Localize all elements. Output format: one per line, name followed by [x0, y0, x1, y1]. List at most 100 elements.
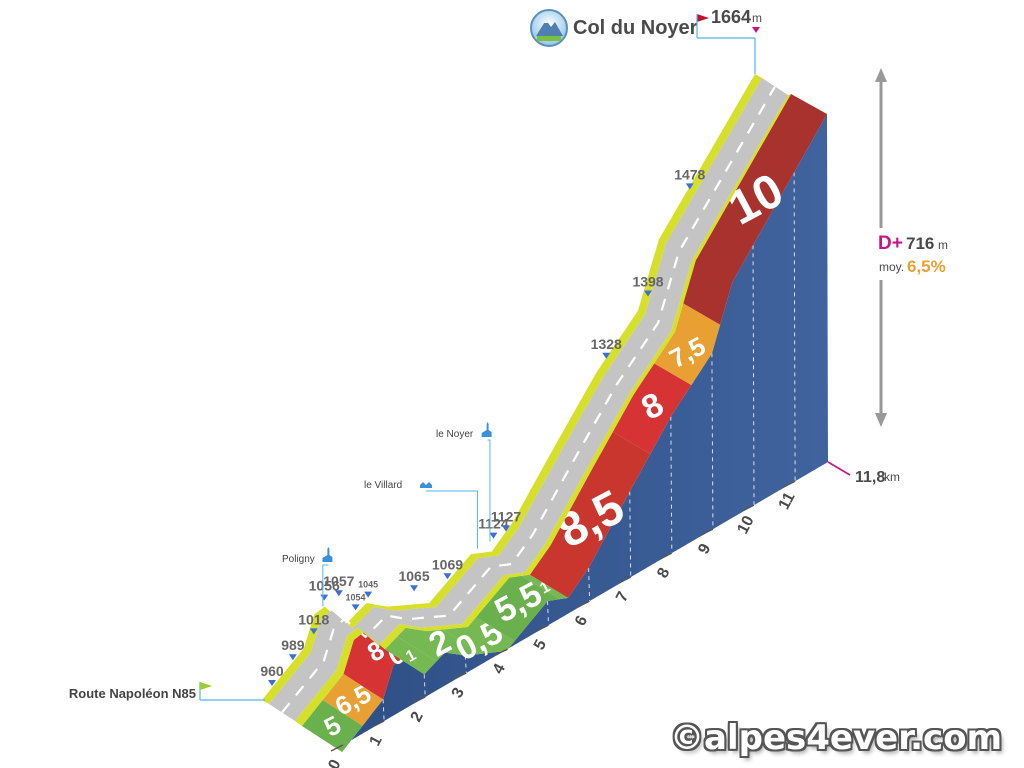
altitude-label: 1398	[632, 274, 663, 290]
place-label: le Villard	[364, 480, 402, 491]
km-gridline	[629, 491, 632, 578]
km-gridline	[588, 568, 591, 602]
church-icon	[481, 422, 492, 437]
altitude-marker-icon	[685, 183, 694, 190]
gradient-segment	[384, 636, 437, 675]
summit-altitude: 1664	[711, 7, 751, 27]
gradient-segment	[612, 363, 692, 455]
altitude-marker-icon	[443, 573, 452, 580]
place-label: le Noyer	[436, 429, 474, 440]
x-tick-mark	[659, 552, 673, 560]
x-tick-mark	[618, 576, 632, 584]
elevation-gain-unit: m	[938, 238, 948, 252]
altitude-marker-icon	[288, 654, 297, 661]
x-tick-mark	[741, 504, 755, 512]
gradient-segment	[322, 673, 384, 726]
altitude-label: 1018	[298, 611, 329, 627]
total-distance-unit: km	[884, 470, 900, 484]
x-tick-mark	[536, 624, 549, 632]
profile-side-face	[342, 114, 828, 752]
summit-unit: m	[752, 11, 762, 25]
x-tick-mark	[330, 744, 344, 752]
gradient-segment	[343, 631, 408, 700]
summit-header: Col du Noyer 1664 m	[530, 7, 762, 74]
x-tick-mark	[453, 672, 467, 680]
place-labels: Poligny le Villard le Noyer	[282, 422, 492, 607]
arrow-down-icon	[875, 413, 887, 427]
summit-name: Col du Noyer	[573, 17, 698, 39]
average-gradient: 6,5%	[907, 257, 946, 276]
altitude-label: 1045	[358, 580, 378, 590]
summit-flag-icon	[697, 14, 709, 22]
watermark: ©alpes4ever.com	[670, 718, 1002, 758]
place-label: Poligny	[282, 554, 315, 565]
place-connector	[322, 564, 329, 607]
altitude-marker-icon	[602, 352, 611, 359]
elevation-gain-indicator: D+ 716 m moy. 6,5%	[870, 68, 950, 427]
altitude-label: 1328	[591, 336, 622, 352]
church-icon	[322, 547, 333, 562]
average-label: moy.	[879, 260, 904, 274]
gradient-segment	[302, 699, 363, 752]
km-gridline	[752, 245, 755, 506]
x-tick-label: 1	[367, 733, 386, 749]
x-tick-label: 6	[572, 613, 591, 629]
x-tick-label: 2	[408, 709, 427, 725]
gradient-segment	[476, 575, 560, 642]
x-tick-mark	[577, 600, 590, 608]
km-gridline	[670, 416, 673, 554]
altitude-label: 1065	[398, 568, 429, 584]
start-flag-icon	[200, 682, 212, 690]
altitude-marker-icon	[364, 591, 373, 598]
elevation-gain-label: D+	[878, 233, 903, 254]
total-distance: 11,8 km	[827, 461, 900, 486]
altitude-marker-icon	[320, 594, 329, 601]
altitude-marker-icon	[410, 585, 419, 592]
altitude-label: 1054	[346, 592, 366, 602]
altitude-marker-icon	[309, 628, 318, 635]
altitude-marker-icon	[268, 680, 276, 686]
road-center-line	[281, 85, 776, 714]
altitude-marker-icon	[351, 604, 360, 611]
houses-icon	[420, 482, 432, 488]
place-connector	[426, 490, 478, 549]
altitude-marker-icon	[334, 590, 343, 597]
km-gridline	[711, 353, 714, 530]
altitude-marker-icon	[644, 290, 653, 297]
x-tick-label: 7	[613, 589, 632, 605]
altitude-label: 960	[260, 663, 284, 679]
x-tick-label: 4	[490, 661, 509, 677]
total-distance-value: 11,8	[855, 469, 885, 486]
x-tick-mark	[371, 720, 385, 728]
mountain-logo-peak	[536, 20, 563, 36]
altitude-marker-icon	[501, 525, 510, 532]
altitude-label: 1069	[432, 556, 463, 572]
altitude-label: 1478	[674, 166, 705, 182]
x-tick-label: 3	[449, 685, 468, 701]
km-gridline	[382, 699, 385, 722]
km-gridline	[423, 674, 426, 698]
x-tick-label: 8	[654, 565, 673, 581]
x-tick-label: 11	[776, 490, 799, 513]
x-tick-label: 0	[325, 757, 344, 768]
start-label: Route Napoléon N85	[69, 686, 196, 701]
altitude-label: 1127	[491, 509, 522, 525]
place-connector	[487, 439, 491, 542]
x-tick-mark	[495, 648, 508, 656]
x-tick-mark	[700, 528, 714, 536]
x-tick-label: 9	[695, 541, 714, 557]
gradient-segment	[654, 303, 721, 386]
gradient-segment	[442, 617, 515, 654]
km-gridlines	[382, 172, 796, 722]
altitude-label: 989	[281, 637, 305, 653]
altitude-label: 1056	[309, 578, 340, 594]
km-gridline	[464, 655, 467, 674]
start-marker: Route Napoléon N85	[69, 682, 265, 701]
gradient-segment	[683, 94, 827, 325]
gradient-segment	[521, 574, 569, 600]
x-tick-label: 5	[531, 637, 550, 653]
x-tick-label: 10	[734, 513, 757, 537]
x-tick-mark	[412, 696, 426, 704]
